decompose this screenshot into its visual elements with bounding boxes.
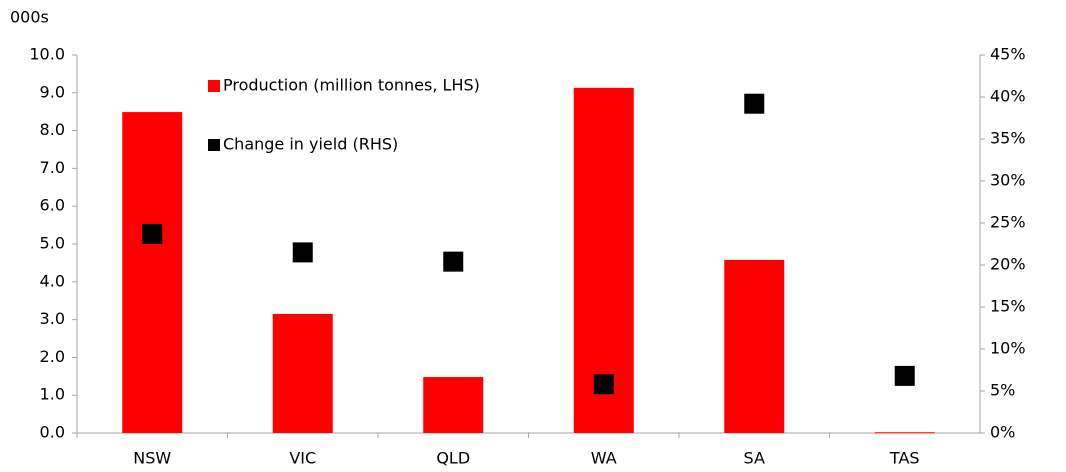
x-tick-label: WA: [591, 449, 617, 468]
x-tick-label: QLD: [436, 449, 470, 468]
x-tick-label: NSW: [133, 449, 171, 468]
marker: [292, 242, 313, 263]
bar: [874, 432, 935, 434]
y-tick-label: 8.0: [40, 120, 65, 139]
bar: [122, 112, 183, 433]
bar: [724, 259, 785, 433]
y2-tick-label: 0%: [990, 423, 1015, 442]
legend-swatch: [208, 80, 220, 92]
bar: [272, 313, 333, 433]
y2-tick-label: 15%: [990, 297, 1026, 316]
y2-tick-label: 25%: [990, 213, 1026, 232]
y2-tick-label: 20%: [990, 255, 1026, 274]
legend-swatch: [208, 139, 220, 151]
y2-tick-label: 30%: [990, 171, 1026, 190]
y-tick-label: 10.0: [29, 45, 65, 64]
marker: [443, 251, 464, 272]
y-tick-label: 2.0: [40, 347, 65, 366]
y-tick-label: 7.0: [40, 158, 65, 177]
marker: [142, 223, 163, 244]
x-tick-label: SA: [744, 449, 765, 468]
unit-label: 000s: [10, 8, 49, 27]
y-tick-label: 1.0: [40, 385, 65, 404]
y-tick-label: 0.0: [40, 423, 65, 442]
y-tick-label: 3.0: [40, 309, 65, 328]
y-tick-label: 5.0: [40, 234, 65, 253]
bar: [423, 377, 484, 433]
y2-tick-label: 10%: [990, 339, 1026, 358]
x-tick-label: TAS: [889, 449, 920, 468]
y-tick-label: 4.0: [40, 271, 65, 290]
marker: [593, 374, 614, 395]
marker: [744, 93, 765, 114]
y2-tick-label: 5%: [990, 381, 1015, 400]
y-tick-label: 6.0: [40, 196, 65, 215]
y-tick-label: 9.0: [40, 82, 65, 101]
y2-tick-label: 45%: [990, 45, 1026, 64]
marker: [894, 365, 915, 386]
legend-label: Production (million tonnes, LHS): [223, 76, 480, 95]
y2-tick-label: 35%: [990, 129, 1026, 148]
legend-label: Change in yield (RHS): [223, 135, 398, 154]
y2-tick-label: 40%: [990, 87, 1026, 106]
x-tick-label: VIC: [289, 449, 316, 468]
